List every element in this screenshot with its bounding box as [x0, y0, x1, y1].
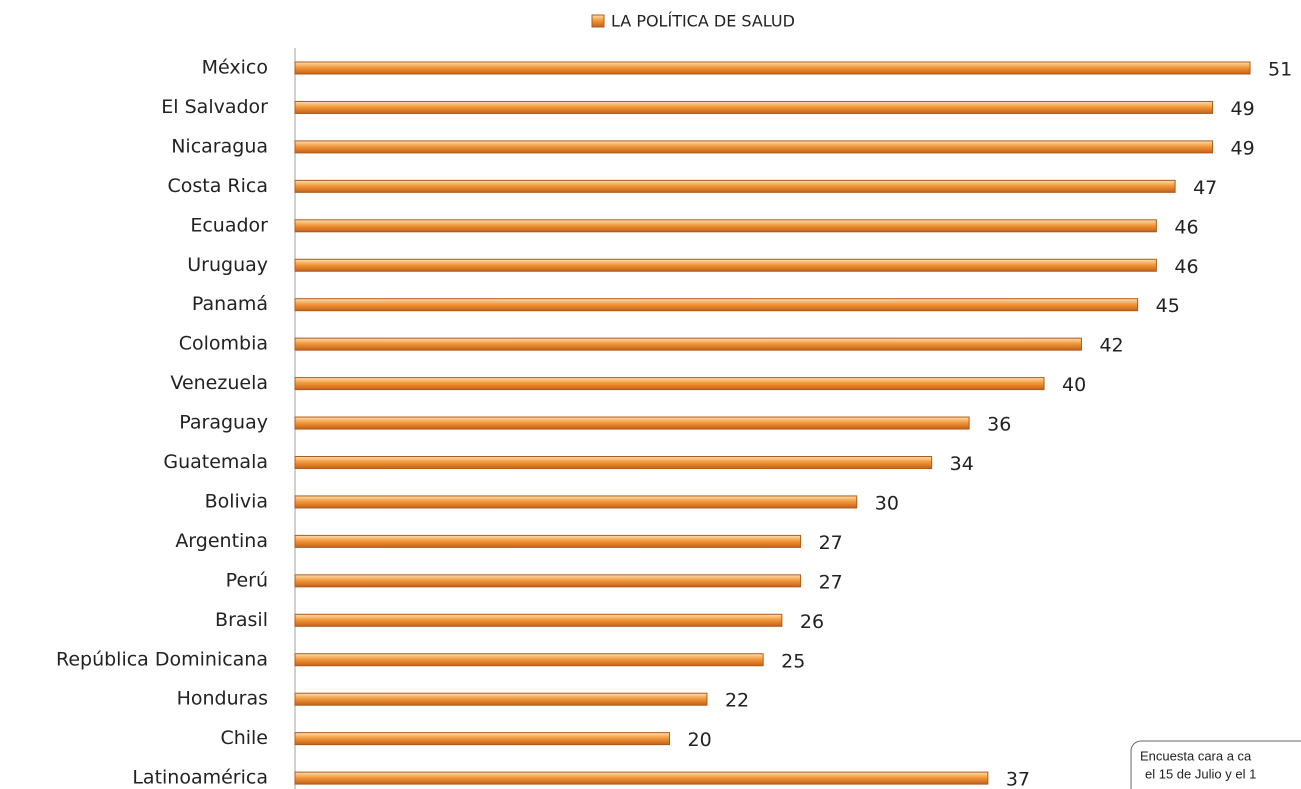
category-label: Honduras	[177, 688, 268, 710]
category-label: República Dominicana	[56, 648, 268, 670]
value-label: 25	[781, 650, 805, 672]
bar	[294, 534, 802, 548]
bar	[294, 416, 970, 430]
bar	[294, 140, 1214, 154]
value-label: 27	[819, 532, 843, 554]
category-label: Bolivia	[205, 490, 268, 512]
bar	[294, 653, 764, 667]
category-label: Paraguay	[179, 412, 268, 434]
value-label: 26	[800, 611, 824, 633]
category-label: Chile	[220, 727, 268, 749]
bar	[294, 613, 783, 627]
category-label: Latinoamérica	[132, 767, 268, 789]
value-label: 42	[1099, 335, 1123, 357]
bar	[294, 179, 1176, 193]
category-label: Uruguay	[187, 254, 268, 276]
legend-label: LA POLÍTICA DE SALUD	[611, 12, 795, 31]
bar	[294, 771, 989, 785]
legend-swatch	[591, 14, 605, 28]
bar	[294, 692, 708, 706]
value-label: 45	[1156, 295, 1180, 317]
bar	[294, 377, 1045, 391]
note-line: el 15 de Julio y el 1	[1145, 766, 1256, 781]
category-label: Costa Rica	[168, 175, 269, 197]
category-label: El Salvador	[161, 96, 268, 118]
category-label: Argentina	[175, 530, 268, 552]
value-label: 30	[875, 492, 899, 514]
bar	[294, 219, 1157, 233]
value-label: 46	[1174, 256, 1198, 278]
value-label: 49	[1231, 137, 1255, 159]
category-label: Brasil	[215, 609, 268, 631]
category-label: Venezuela	[170, 372, 268, 394]
bar	[294, 61, 1251, 75]
category-label: Colombia	[179, 333, 268, 355]
bar	[294, 337, 1082, 351]
value-label: 47	[1193, 177, 1217, 199]
bar	[294, 456, 933, 469]
bar	[294, 495, 858, 509]
value-label: 27	[819, 571, 843, 593]
category-label: México	[202, 57, 268, 79]
bar	[294, 574, 802, 588]
value-label: 22	[725, 690, 749, 712]
category-label: Guatemala	[163, 451, 268, 473]
bar	[294, 100, 1214, 114]
category-label: Nicaragua	[171, 135, 268, 157]
bar	[294, 298, 1139, 312]
note-line: Encuesta cara a ca	[1140, 748, 1252, 763]
category-label: Ecuador	[190, 214, 268, 236]
value-label: 20	[688, 729, 712, 751]
value-label: 36	[987, 414, 1011, 436]
category-label: Panamá	[192, 293, 268, 315]
value-label: 49	[1231, 98, 1255, 120]
value-label: 46	[1174, 216, 1198, 238]
value-label: 51	[1268, 59, 1292, 81]
note-box	[1130, 740, 1301, 789]
note: Encuesta cara a ca el 15 de Julio y el 1	[1130, 740, 1301, 789]
value-label: 37	[1006, 769, 1030, 789]
bar	[294, 258, 1157, 272]
category-label: Perú	[226, 569, 268, 591]
value-label: 40	[1062, 374, 1086, 396]
value-label: 34	[950, 453, 974, 475]
bar	[294, 732, 671, 746]
